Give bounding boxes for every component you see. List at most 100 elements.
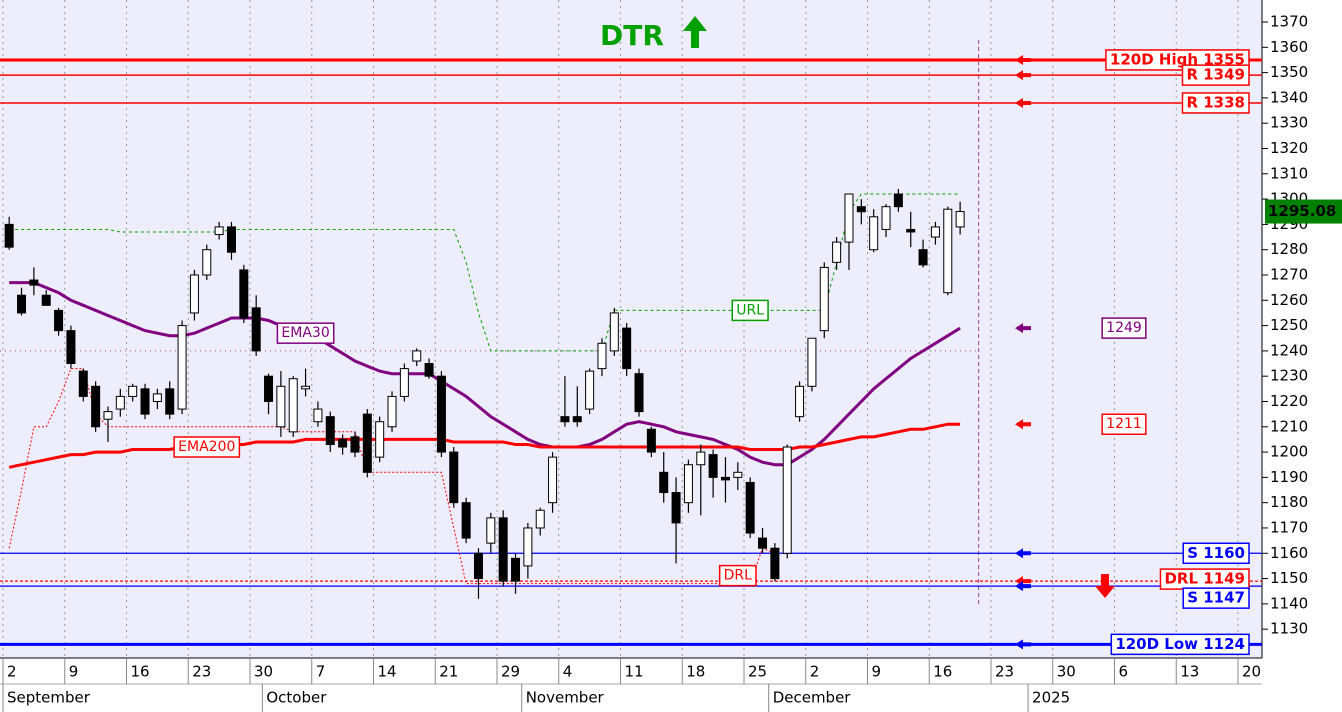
- x-tick-label: 9: [872, 663, 882, 681]
- x-tick-label: 20: [1242, 663, 1261, 681]
- candle-body: [486, 517, 496, 544]
- candle-body: [548, 456, 558, 504]
- marker-label: 1211: [1106, 416, 1142, 432]
- candle-body: [103, 411, 113, 420]
- level-arrow: [1015, 54, 1031, 65]
- last-price-label: 1295.08: [1268, 202, 1336, 220]
- x-tick-label: 18: [686, 663, 705, 681]
- x-tick-label: 13: [1180, 663, 1199, 681]
- level-label-box: [1110, 633, 1250, 656]
- x-tick-label: 2: [810, 663, 820, 681]
- candle-body: [54, 309, 64, 332]
- candle-body: [733, 471, 743, 478]
- x-tick-label: 23: [995, 663, 1014, 681]
- candle-body: [906, 228, 916, 233]
- candle-body: [177, 325, 187, 410]
- candle-body: [597, 342, 607, 370]
- candle-body: [189, 274, 199, 314]
- candle-body: [313, 408, 323, 423]
- x-tick-label: 30: [254, 663, 273, 681]
- x-tick-label: 4: [563, 663, 573, 681]
- series-label: EMA200: [178, 439, 235, 455]
- series-label: EMA30: [281, 325, 329, 341]
- y-tick-label: 1130: [1270, 620, 1308, 638]
- series-label-box: [731, 299, 769, 322]
- candle-body: [276, 385, 286, 428]
- y-tick-label: 1260: [1270, 291, 1308, 309]
- candle-body: [436, 375, 446, 453]
- candle-body: [226, 226, 236, 253]
- x-tick-label: 6: [1119, 663, 1129, 681]
- y-tick-label: 1140: [1270, 594, 1308, 612]
- level-arrow: [1015, 97, 1031, 108]
- y-tick-label: 1190: [1270, 468, 1308, 486]
- x-tick-label: 14: [378, 663, 397, 681]
- candle-body: [708, 454, 718, 478]
- candle-body: [696, 451, 706, 466]
- candle-body: [745, 481, 755, 534]
- level-label-box: [1181, 92, 1250, 114]
- candle-body: [943, 208, 953, 294]
- candle-body: [646, 428, 656, 453]
- month-label: October: [266, 689, 327, 707]
- candle-body: [918, 249, 928, 266]
- candle-body: [66, 330, 76, 365]
- candle-body: [720, 476, 730, 481]
- x-tick-label: 7: [316, 663, 326, 681]
- candle-body: [634, 373, 644, 413]
- candle-body: [128, 385, 138, 397]
- series-label: URL: [736, 302, 764, 318]
- candle-body: [572, 416, 582, 423]
- candle-body: [4, 223, 14, 248]
- y-tick-label: 1180: [1270, 493, 1308, 511]
- candle-body: [301, 385, 311, 390]
- month-label: November: [526, 689, 605, 707]
- candle-body: [375, 421, 385, 458]
- candle-body: [683, 464, 693, 504]
- down-arrow-icon: [1095, 574, 1115, 598]
- x-tick-label: 9: [69, 663, 79, 681]
- candle-body: [758, 537, 768, 549]
- month-label: September: [7, 689, 91, 707]
- level-label: 120D Low 1124: [1115, 635, 1245, 653]
- y-tick-label: 1340: [1270, 88, 1308, 106]
- candle-body: [449, 451, 459, 504]
- candle-body: [399, 368, 409, 397]
- x-tick-label: 25: [748, 663, 767, 681]
- last-price-box: [1265, 199, 1342, 224]
- candle-body: [585, 370, 595, 410]
- level-label: 120D High 1355: [1110, 50, 1245, 68]
- candle-body: [165, 388, 175, 415]
- x-axis-background: [0, 658, 1262, 712]
- y-tick-label: 1240: [1270, 341, 1308, 359]
- level-label: S 1160: [1187, 544, 1245, 562]
- candle-body: [498, 517, 508, 582]
- candle-body: [782, 446, 792, 554]
- level-label-box: [1182, 542, 1250, 565]
- y-tick-label: 1370: [1270, 13, 1308, 31]
- y-tick-label: 1310: [1270, 164, 1308, 182]
- candle-body: [955, 211, 965, 228]
- level-arrow: [1015, 576, 1031, 587]
- series-label-box: [173, 436, 241, 458]
- candle-body: [807, 337, 817, 387]
- level-arrow: [1015, 548, 1031, 559]
- candle-body: [609, 312, 619, 352]
- x-tick-label: 16: [131, 663, 150, 681]
- level-label-box: [1182, 587, 1250, 609]
- y-tick-label: 1220: [1270, 392, 1308, 410]
- candle-body: [671, 492, 681, 524]
- x-tick-label: 30: [1057, 663, 1076, 681]
- candle-body: [511, 557, 521, 582]
- x-tick-label: 11: [625, 663, 644, 681]
- month-label: December: [773, 689, 852, 707]
- marker-label-box: [1101, 317, 1147, 339]
- candle-body: [17, 294, 27, 314]
- y-tick-label: 1230: [1270, 367, 1308, 385]
- candle-body: [424, 363, 434, 377]
- candle-body: [930, 226, 940, 238]
- candle-body: [412, 350, 422, 362]
- candle-body: [239, 269, 249, 319]
- candle-body: [461, 502, 471, 539]
